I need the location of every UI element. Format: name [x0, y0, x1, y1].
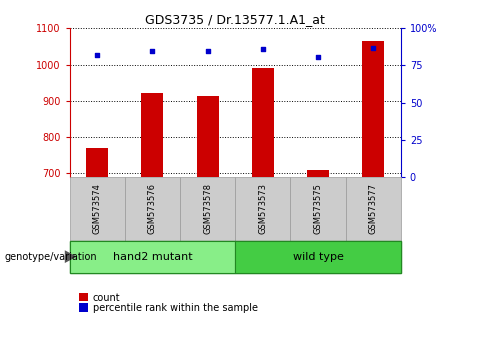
Text: count: count	[93, 293, 120, 303]
Bar	[235, 177, 290, 241]
Point	[259, 46, 266, 52]
Point	[204, 48, 211, 53]
Bar	[346, 177, 401, 241]
Text: GSM573574: GSM573574	[93, 183, 102, 234]
Text: percentile rank within the sample: percentile rank within the sample	[93, 303, 258, 313]
Text: GSM573578: GSM573578	[203, 183, 212, 234]
Text: GSM573575: GSM573575	[313, 183, 323, 234]
Bar	[86, 148, 108, 177]
Bar	[70, 177, 125, 241]
Text: hand2 mutant: hand2 mutant	[113, 252, 192, 262]
Point	[314, 54, 322, 59]
Bar	[290, 177, 346, 241]
Bar	[252, 68, 274, 177]
Bar	[125, 177, 180, 241]
Text: GSM573573: GSM573573	[258, 183, 267, 234]
Bar	[70, 241, 235, 273]
Bar	[196, 97, 218, 177]
Text: genotype/variation: genotype/variation	[5, 252, 97, 262]
Bar	[235, 241, 401, 273]
Bar	[180, 177, 235, 241]
Text: GSM573576: GSM573576	[148, 183, 157, 234]
Point	[369, 45, 377, 51]
Bar	[307, 170, 329, 177]
Point	[93, 52, 101, 58]
Text: wild type: wild type	[293, 252, 343, 262]
Bar	[362, 41, 384, 177]
Bar	[141, 93, 163, 177]
Point	[148, 48, 156, 53]
Text: GSM573577: GSM573577	[369, 183, 378, 234]
Title: GDS3735 / Dr.13577.1.A1_at: GDS3735 / Dr.13577.1.A1_at	[145, 13, 325, 26]
